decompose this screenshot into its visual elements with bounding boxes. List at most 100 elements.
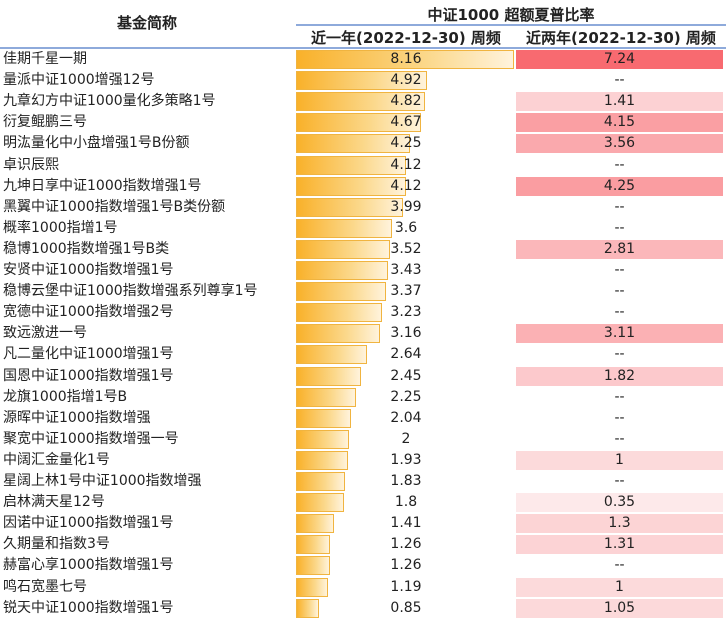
two-year-sharpe-value: -- (614, 304, 625, 321)
table-row: 凡二量化中证1000增强1号 2.64 -- (0, 344, 726, 365)
two-year-sharpe-value: -- (614, 409, 625, 426)
table-row: 聚宽中证1000指数增强一号 2 -- (0, 429, 726, 450)
two-year-sharpe-heat-cell (516, 366, 723, 386)
one-year-sharpe-bar (296, 556, 330, 576)
two-year-sharpe-value: 1.41 (603, 93, 636, 110)
table-row: 赫富心享1000指数增强1号 1.26 -- (0, 555, 726, 576)
two-year-sharpe-value: 3.56 (603, 135, 636, 152)
two-year-sharpe-value: 1 (615, 578, 624, 595)
header-sharpe-group: 中证1000 超额夏普比率 (427, 6, 595, 24)
one-year-sharpe-value: 3.16 (390, 325, 422, 342)
header-fund-name: 基金简称 (116, 14, 177, 32)
one-year-sharpe-bar (296, 493, 345, 513)
one-year-sharpe-bar (296, 577, 328, 597)
table-row: 稳博云堡中证1000指数增强系列尊享1号 3.37 -- (0, 281, 726, 302)
table-row: 龙旗1000指增1号B 2.25 -- (0, 387, 726, 408)
one-year-sharpe-bar (296, 450, 348, 470)
fund-name: 明汯量化中小盘增强1号B份额 (3, 135, 190, 152)
two-year-sharpe-value: -- (614, 72, 625, 89)
one-year-sharpe-value: 4.12 (390, 156, 422, 173)
one-year-sharpe-value: 1.19 (390, 578, 422, 595)
table-row: 国恩中证1000指数增强1号 2.45 1.82 (0, 366, 726, 387)
one-year-sharpe-value: 3.23 (390, 304, 422, 321)
two-year-sharpe-value: 4.15 (603, 114, 636, 131)
one-year-sharpe-bar (296, 366, 362, 386)
two-year-sharpe-heat-cell (516, 514, 723, 534)
two-year-sharpe-heat-cell (516, 598, 723, 618)
one-year-sharpe-value: 4.25 (390, 135, 422, 152)
two-year-sharpe-heat-cell (516, 50, 723, 69)
one-year-sharpe-bar (296, 261, 388, 280)
two-year-sharpe-value: -- (614, 283, 625, 300)
two-year-sharpe-heat-cell (516, 324, 723, 344)
one-year-sharpe-bar (296, 535, 330, 555)
one-year-sharpe-bar (296, 324, 381, 344)
one-year-sharpe-bar (296, 155, 407, 175)
table-row: 概率1000指增1号 3.6 -- (0, 218, 726, 239)
fund-name: 龙旗1000指增1号B (3, 388, 128, 405)
table-row: 稳博1000指数增强1号B类 3.52 2.81 (0, 239, 726, 260)
table-row: 致远激进一号 3.16 3.11 (0, 323, 726, 344)
fund-name: 久期量和指数3号 (3, 536, 110, 553)
one-year-sharpe-value: 3.37 (390, 283, 422, 300)
two-year-sharpe-heat-cell (516, 535, 723, 555)
fund-name: 因诺中证1000指数增强1号 (3, 515, 174, 532)
two-year-sharpe-heat-cell (516, 113, 723, 133)
fund-name: 卓识辰熙 (3, 156, 59, 173)
two-year-sharpe-value: -- (614, 198, 625, 215)
one-year-sharpe-value: 1.26 (390, 557, 422, 574)
two-year-sharpe-heat-cell (516, 92, 723, 112)
table-row: 量派中证1000增强12号 4.92 -- (0, 70, 726, 91)
one-year-sharpe-bar (296, 598, 319, 618)
two-year-sharpe-value: -- (614, 430, 625, 447)
table-row: 安贤中证1000指数增强1号 3.43 -- (0, 260, 726, 281)
one-year-sharpe-value: 1.83 (390, 473, 422, 489)
table-row: 明汯量化中小盘增强1号B份额 4.25 3.56 (0, 133, 726, 154)
two-year-sharpe-heat-cell (516, 239, 723, 259)
one-year-sharpe-bar (296, 134, 410, 154)
one-year-sharpe-value: 2.04 (390, 409, 422, 426)
fund-name: 启林满天星12号 (3, 494, 105, 511)
one-year-sharpe-value: 1.8 (394, 494, 418, 511)
one-year-sharpe-bar (296, 303, 383, 323)
fund-name: 佳期千星一期 (3, 51, 87, 67)
header-one-year-weekly: 近一年(2022-12-30) 周频 (311, 29, 501, 47)
fund-name: 九章幻方中证1000量化多策略1号 (3, 93, 216, 110)
fund-name: 源晖中证1000指数增强 (3, 409, 151, 426)
one-year-sharpe-bar (296, 92, 425, 112)
one-year-sharpe-bar (296, 408, 351, 428)
table-row: 衍复鲲鹏三号 4.67 4.15 (0, 112, 726, 133)
fund-name: 稳博1000指数增强1号B类 (3, 240, 170, 257)
one-year-sharpe-value: 3.43 (390, 262, 422, 278)
fund-name: 九坤日享中证1000指数增强1号 (3, 177, 202, 194)
table-row: 鸣石宽墨七号 1.19 1 (0, 577, 726, 598)
two-year-sharpe-value: 1 (615, 451, 624, 468)
one-year-sharpe-bar (296, 514, 334, 534)
fund-name: 聚宽中证1000指数增强一号 (3, 430, 179, 447)
two-year-sharpe-value: -- (614, 557, 625, 574)
one-year-sharpe-bar (296, 50, 514, 69)
two-year-sharpe-value: 3.11 (603, 325, 636, 342)
fund-name: 量派中证1000增强12号 (3, 72, 155, 89)
two-year-sharpe-value: -- (614, 346, 625, 363)
one-year-sharpe-bar (296, 239, 391, 259)
one-year-sharpe-bar (296, 71, 428, 91)
fund-name: 凡二量化中证1000增强1号 (3, 346, 174, 363)
table-row: 锐天中证1000指数增强1号 0.85 1.05 (0, 598, 726, 619)
two-year-sharpe-heat-cell (516, 493, 723, 513)
fund-name: 中阔汇金量化1号 (3, 451, 110, 468)
two-year-sharpe-value: 2.81 (603, 240, 636, 257)
fund-name: 赫富心享1000指数增强1号 (3, 557, 174, 574)
one-year-sharpe-bar (296, 113, 421, 133)
one-year-sharpe-bar (296, 345, 367, 365)
table-row: 中阔汇金量化1号 1.93 1 (0, 450, 726, 471)
fund-name: 黑翼中证1000指数增强1号B类份额 (3, 198, 226, 215)
two-year-sharpe-value: -- (614, 388, 625, 405)
one-year-sharpe-bar (296, 176, 407, 196)
two-year-sharpe-value: -- (614, 219, 625, 236)
two-year-sharpe-heat-cell (516, 176, 723, 196)
one-year-sharpe-value: 4.12 (390, 177, 422, 194)
two-year-sharpe-heat-cell (516, 134, 723, 154)
fund-name: 星阔上林1号中证1000指数增强 (3, 473, 202, 489)
one-year-sharpe-value: 2 (401, 430, 411, 447)
